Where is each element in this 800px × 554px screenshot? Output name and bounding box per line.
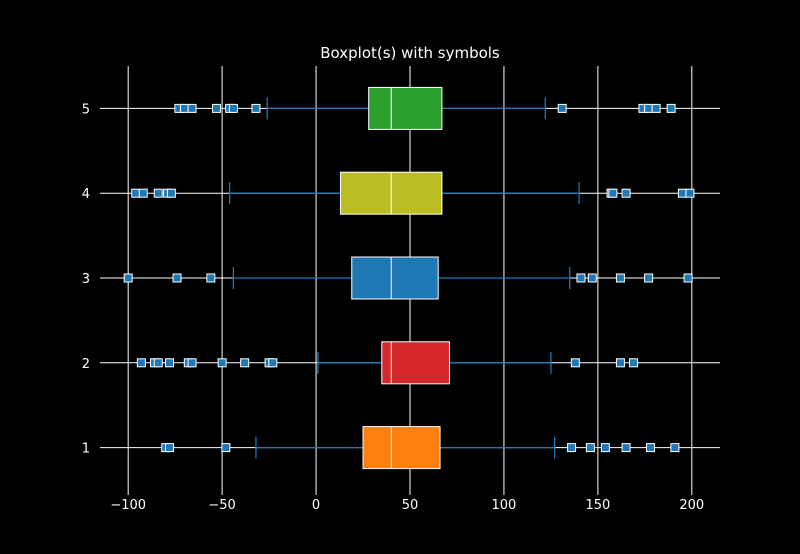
flier-marker — [644, 103, 654, 113]
flier-marker — [677, 188, 687, 198]
flier-marker — [123, 273, 133, 283]
flier-marker — [608, 188, 618, 198]
boxes — [339, 86, 450, 470]
flier-marker — [217, 358, 227, 368]
flier-marker — [670, 443, 680, 453]
flier-marker — [615, 273, 625, 283]
x-tick-label: 50 — [402, 498, 419, 513]
x-tick-label: 0 — [312, 498, 320, 513]
x-tick-label: 100 — [492, 498, 517, 513]
x-tick-label: 150 — [585, 498, 610, 513]
flier-marker — [685, 188, 695, 198]
flier-marker — [172, 273, 182, 283]
flier-marker — [645, 443, 655, 453]
flier-marker — [615, 358, 625, 368]
y-tick-label: 3 — [82, 272, 90, 287]
x-tick-label: 200 — [679, 498, 704, 513]
box-body — [381, 341, 450, 385]
y-tick-label: 2 — [82, 357, 90, 372]
flier-marker — [600, 443, 610, 453]
flier-marker — [585, 443, 595, 453]
chart-title: Boxplot(s) with symbols — [320, 44, 500, 62]
flier-marker — [251, 103, 261, 113]
box-body — [368, 86, 443, 130]
box-body — [362, 426, 441, 470]
flier-marker — [644, 273, 654, 283]
y-tick-label: 4 — [82, 187, 90, 202]
flier-marker — [557, 103, 567, 113]
flier-marker — [136, 358, 146, 368]
whiskers — [228, 97, 580, 459]
flier-marker — [621, 443, 631, 453]
flier-marker — [587, 273, 597, 283]
flier-marker — [187, 103, 197, 113]
flier-marker — [206, 273, 216, 283]
y-tick-label: 5 — [82, 102, 90, 117]
flier-marker — [268, 358, 278, 368]
flier-marker — [165, 358, 175, 368]
flier-marker — [165, 443, 175, 453]
x-tick-label: −100 — [110, 498, 146, 513]
y-tick-label: 1 — [82, 442, 90, 457]
flier-marker — [570, 358, 580, 368]
y-axis-ticks: 1 2 3 4 5 — [82, 102, 90, 456]
fliers — [123, 103, 695, 453]
flier-marker — [187, 358, 197, 368]
flier-marker — [651, 103, 661, 113]
flier-marker — [131, 188, 141, 198]
flier-marker — [621, 188, 631, 198]
flier-marker — [666, 103, 676, 113]
flier-marker — [567, 443, 577, 453]
x-axis-ticks: −100 −50 0 50 100 150 200 — [110, 490, 704, 513]
flier-marker — [180, 103, 190, 113]
flier-marker — [153, 188, 163, 198]
flier-marker — [629, 358, 639, 368]
flier-marker — [153, 358, 163, 368]
flier-marker — [683, 273, 693, 283]
flier-marker — [576, 273, 586, 283]
flier-marker — [166, 188, 176, 198]
flier-marker — [221, 443, 231, 453]
flier-marker — [138, 188, 148, 198]
x-tick-label: −50 — [208, 498, 235, 513]
box-body — [351, 256, 439, 300]
flier-marker — [211, 103, 221, 113]
flier-marker — [240, 358, 250, 368]
flier-marker — [228, 103, 238, 113]
